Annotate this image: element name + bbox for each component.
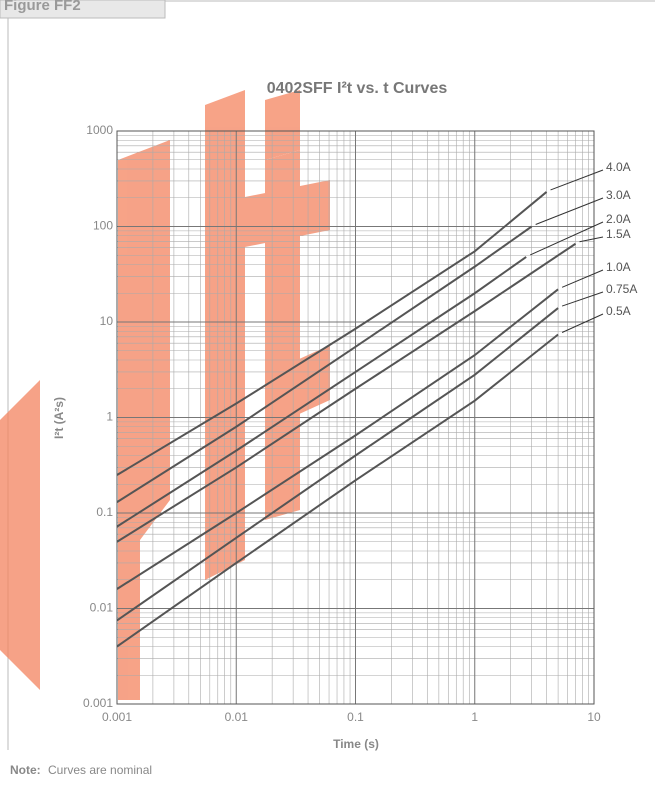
series-label: 0.75A: [606, 282, 637, 296]
leader-line: [579, 236, 604, 243]
series-label: 1.0A: [606, 260, 631, 274]
figure-label: Figure FF2: [4, 0, 81, 14]
x-axis-label: Time (s): [333, 737, 379, 751]
series-label: 2.0A: [606, 212, 631, 226]
y-tick-label: 10: [100, 314, 114, 328]
x-tick-label: 0.001: [102, 710, 132, 724]
series-label: 4.0A: [606, 160, 631, 174]
series-label: 1.5A: [606, 227, 631, 241]
leader-line: [561, 291, 604, 307]
watermark: [0, 90, 330, 700]
leader-line: [550, 169, 604, 191]
y-tick-label: 1: [106, 410, 113, 424]
series-line: [116, 256, 527, 528]
leader-line: [561, 269, 604, 288]
y-axis-label: I²t (A²s): [52, 397, 66, 439]
leader-line: [535, 197, 604, 225]
y-tick-label: 0.01: [90, 601, 114, 615]
note-label: Note:: [10, 763, 41, 777]
x-tick-label: 10: [587, 710, 601, 724]
series-label: 0.5A: [606, 304, 631, 318]
series-line: [116, 288, 559, 590]
plot-frame: [116, 130, 595, 705]
y-tick-label: 1000: [86, 123, 113, 137]
y-tick-label: 0.001: [83, 696, 113, 710]
x-tick-label: 0.1: [347, 710, 364, 724]
series-line: [116, 333, 559, 648]
series-line: [116, 307, 559, 622]
chart-title: 0402SFF I²t vs. t Curves: [267, 80, 448, 97]
series-line: [116, 225, 533, 503]
series-label: 3.0A: [606, 188, 631, 202]
series-line: [116, 191, 548, 476]
series-line: [116, 242, 577, 543]
x-tick-label: 0.01: [225, 710, 249, 724]
leader-line: [529, 221, 604, 256]
x-tick-label: 1: [471, 710, 478, 724]
leader-line: [561, 313, 604, 333]
note-text: Curves are nominal: [48, 763, 152, 777]
y-tick-label: 0.1: [96, 505, 113, 519]
y-tick-label: 100: [93, 219, 113, 233]
figure-tab: [0, 0, 166, 19]
